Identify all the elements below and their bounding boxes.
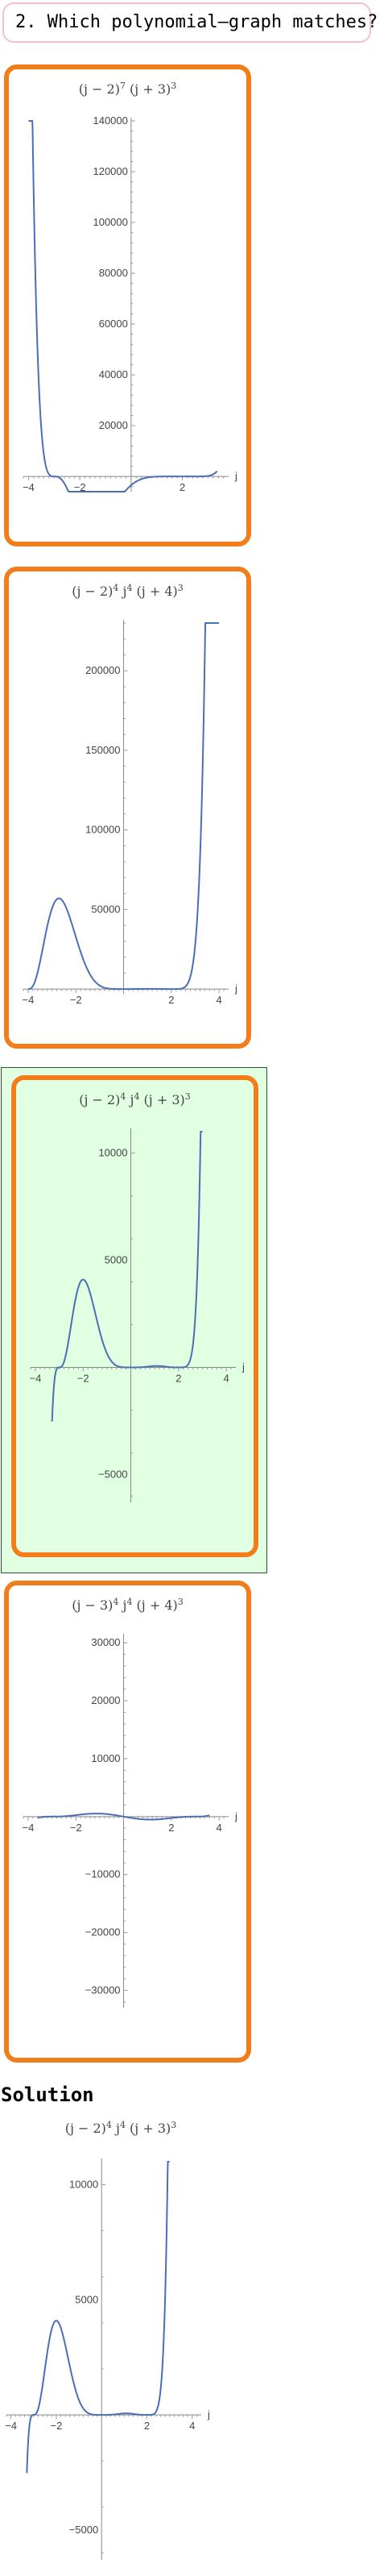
y-tick-label: 10000: [98, 1147, 127, 1159]
x-tick-label: 4: [224, 1372, 229, 1384]
x-axis-label: j: [241, 1361, 245, 1373]
y-tick-label: −5000: [69, 2524, 99, 2536]
y-tick-label: 10000: [69, 2179, 98, 2191]
x-tick-label: −4: [5, 2420, 17, 2432]
y-tick-label: −5000: [98, 1468, 128, 1480]
polynomial-plot: (j − 3)4 j4 (j + 4)3 −4 −2 2 4j −30000 −20000 −…: [23, 1597, 237, 2008]
y-tick-label: 5000: [75, 2293, 98, 2305]
x-tick-label: −2: [74, 481, 86, 493]
x-tick-label: −4: [30, 1372, 42, 1384]
x-axis-label: j: [234, 470, 237, 482]
x-tick-label: 4: [189, 2420, 195, 2432]
x-tick-label: 4: [217, 1822, 222, 1834]
polynomial-curve: [26, 2161, 170, 2474]
y-tick-label: 150000: [85, 744, 120, 756]
correct-answer-highlight: [1, 1067, 267, 1573]
x-axis-label: j: [234, 983, 237, 995]
plot-title: (j − 2)4 j4 (j + 3)3: [79, 1091, 191, 1107]
polynomial-plot: (j − 2)7 (j + 3)3 −4 −2 2 j 20000 40000 60000 80…: [23, 81, 237, 493]
x-tick-label: 4: [217, 994, 222, 1006]
y-tick-label: 40000: [99, 368, 128, 380]
y-tick-label: 200000: [85, 664, 120, 676]
polynomial-curve: [27, 622, 220, 991]
answer-option-1[interactable]: (j − 2)7 (j + 3)3 −4 −2 2 j 20000 40000 60000 80…: [4, 64, 251, 546]
y-tick-label: −10000: [85, 1868, 121, 1880]
y-tick-label: 100000: [85, 824, 120, 836]
y-tick-label: 20000: [99, 419, 128, 431]
question-prompt: 2. Which polynomial—graph matches?: [2, 2, 378, 43]
y-tick-label: 5000: [105, 1254, 128, 1266]
x-tick-label: −4: [23, 481, 35, 493]
x-axis-label: j: [207, 2408, 210, 2420]
y-tick-label: 20000: [91, 1694, 120, 1706]
x-tick-label: 2: [168, 1822, 174, 1834]
y-tick-label: 60000: [99, 318, 128, 330]
y-tick-label: 50000: [91, 903, 120, 915]
x-axis-label: j: [234, 1810, 237, 1822]
polynomial-plot: (j − 2)4 j4 (j + 3)3 −4 −2 2 4j −5000 5000 1000…: [5, 2120, 210, 2560]
polynomial-curve: [37, 1813, 210, 1821]
plot-title: (j − 3)4 j4 (j + 4)3: [72, 1597, 184, 1613]
solution-plot: (j − 2)4 j4 (j + 3)3 −4 −2 2 4 j −5000 5000 1000…: [0, 2112, 241, 2576]
x-tick-label: 2: [175, 1372, 181, 1384]
polynomial-curve: [28, 120, 218, 492]
y-tick-label: −30000: [85, 1984, 121, 1996]
x-tick-label: 2: [144, 2420, 150, 2432]
y-tick-label: 80000: [99, 267, 128, 279]
x-tick-label: −2: [77, 1372, 89, 1384]
y-tick-label: 30000: [91, 1636, 120, 1648]
x-tick-label: 2: [168, 994, 174, 1006]
x-tick-label: −4: [23, 994, 35, 1006]
y-tick-label: 10000: [91, 1752, 120, 1764]
solution-heading: Solution: [1, 2084, 94, 2106]
x-tick-label: −2: [70, 1822, 82, 1834]
y-tick-label: 120000: [93, 165, 127, 177]
plot-title: (j − 2)7 (j + 3)3: [79, 81, 177, 97]
x-tick-label: −2: [70, 994, 82, 1006]
answer-option-2[interactable]: (j − 2)4 j4 (j + 4)3 −4 −2 2 4 j 50000 100000 15…: [4, 567, 251, 1049]
y-tick-label: 100000: [93, 216, 127, 228]
x-tick-label: −2: [50, 2420, 62, 2432]
plot-title: (j − 2)4 j4 (j + 3)3: [65, 2120, 177, 2136]
answer-option-4[interactable]: (j − 3)4 j4 (j + 4)3 −4 −2 2 4 j −30000 −20000 −…: [4, 1581, 251, 2063]
x-tick-label: −4: [23, 1822, 35, 1834]
x-tick-label: 2: [180, 481, 185, 493]
y-tick-label: −20000: [85, 1926, 121, 1938]
answer-option-3[interactable]: (j − 2)4 j4 (j + 3)3 −4 −2 2 4 j −5000 5000 1000…: [11, 1075, 258, 1557]
y-tick-label: 140000: [93, 114, 127, 127]
plot-title: (j − 2)4 j4 (j + 4)3: [72, 583, 184, 599]
polynomial-curve: [51, 1131, 203, 1422]
polynomial-plot: (j − 2)4 j4 (j + 3)3 −4 −2 2 4j −5000 5000 1000…: [30, 1091, 245, 1502]
polynomial-plot: (j − 2)4 j4 (j + 4)3 −4 −2 2 4j 50000 100000 15…: [23, 583, 237, 1006]
